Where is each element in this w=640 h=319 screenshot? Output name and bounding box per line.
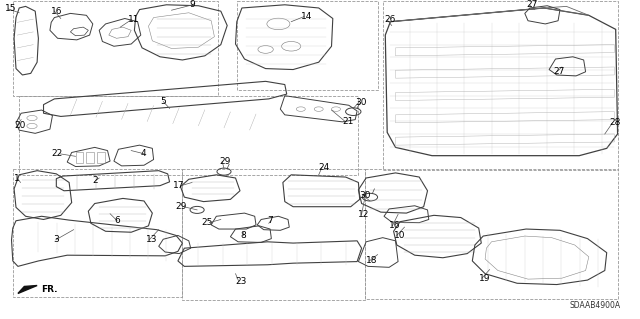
Bar — [182, 169, 365, 300]
Text: 16: 16 — [389, 221, 401, 230]
Text: 15: 15 — [5, 4, 17, 13]
Text: 8: 8 — [241, 231, 246, 240]
Bar — [237, 1, 378, 90]
Polygon shape — [18, 286, 37, 293]
Text: FR.: FR. — [42, 285, 58, 293]
Text: 7: 7 — [268, 216, 273, 225]
Bar — [365, 169, 618, 299]
Bar — [13, 169, 182, 297]
Text: 9: 9 — [189, 0, 195, 9]
Text: 26: 26 — [384, 15, 396, 24]
Text: 5: 5 — [160, 97, 166, 106]
Text: 16: 16 — [51, 7, 63, 16]
Text: 27: 27 — [526, 0, 538, 9]
Text: 29: 29 — [175, 202, 187, 211]
Bar — [19, 96, 358, 175]
Text: 11: 11 — [128, 15, 140, 24]
Text: 13: 13 — [146, 235, 157, 244]
Text: 10: 10 — [394, 231, 405, 240]
Text: 29: 29 — [219, 157, 230, 166]
Text: 30: 30 — [355, 98, 367, 107]
Text: 24: 24 — [319, 163, 330, 172]
Text: 12: 12 — [358, 210, 370, 219]
Text: 21: 21 — [342, 117, 354, 126]
Text: 4: 4 — [141, 149, 147, 158]
Text: 17: 17 — [173, 181, 184, 190]
Text: 22: 22 — [51, 149, 63, 158]
Text: 27: 27 — [554, 67, 565, 76]
Text: 25: 25 — [201, 218, 212, 227]
Text: 14: 14 — [301, 12, 312, 21]
Text: 20: 20 — [14, 121, 26, 130]
Text: 23: 23 — [236, 277, 247, 286]
Text: 19: 19 — [479, 274, 490, 283]
Bar — [13, 1, 218, 96]
Text: SDAAB4900A: SDAAB4900A — [570, 301, 621, 310]
Text: 28: 28 — [609, 118, 621, 127]
Bar — [383, 1, 618, 170]
Text: 3: 3 — [53, 235, 59, 244]
Text: 2: 2 — [93, 176, 99, 185]
Text: 1: 1 — [14, 174, 20, 182]
Text: 6: 6 — [114, 216, 120, 225]
Text: 18: 18 — [366, 256, 378, 265]
Text: 30: 30 — [360, 191, 371, 200]
